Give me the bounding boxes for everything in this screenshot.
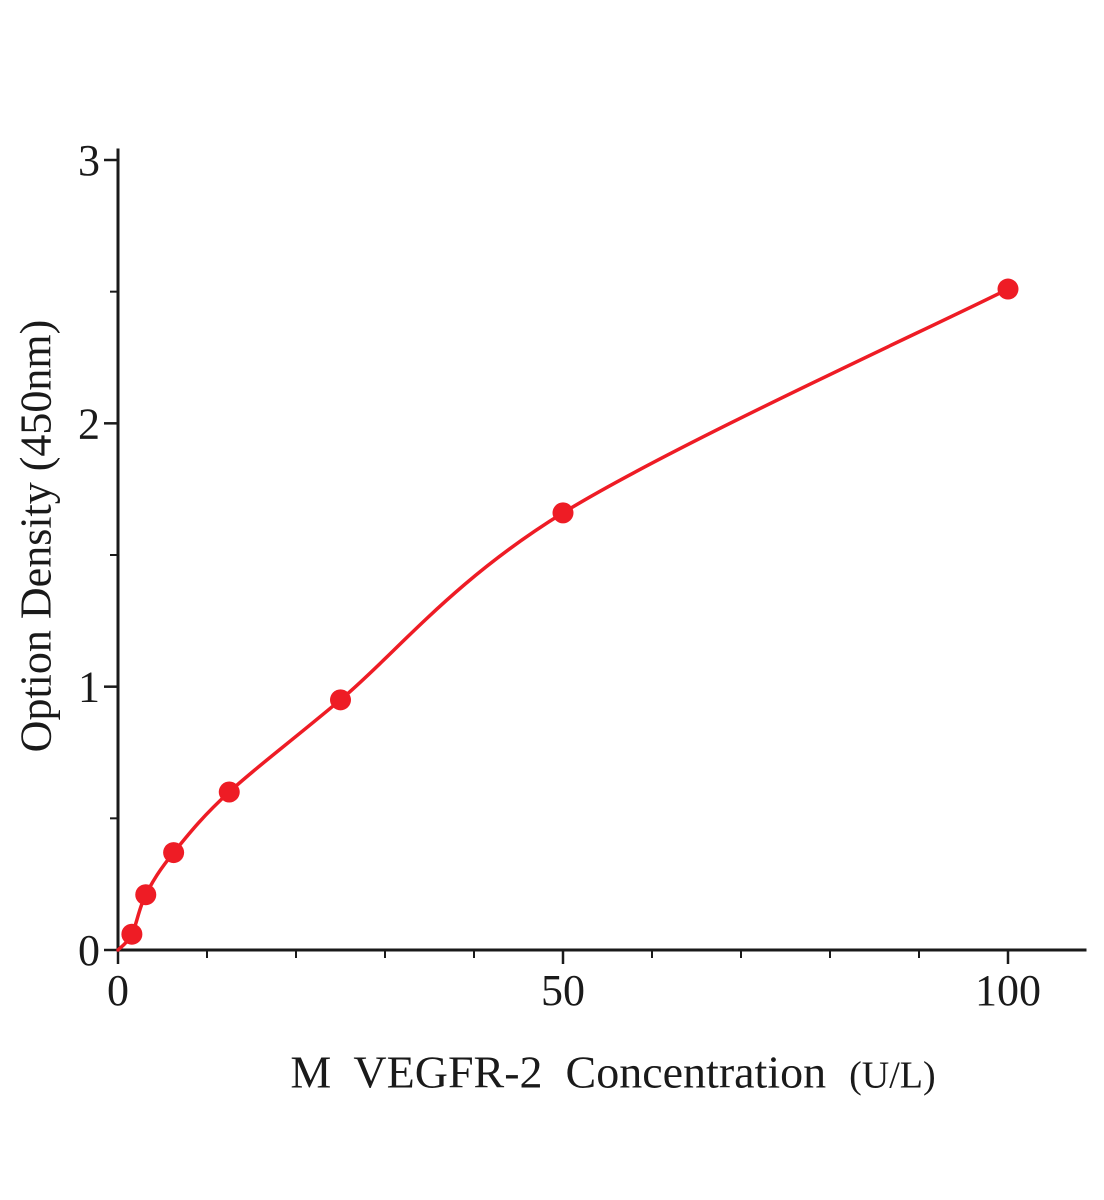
y-tick-label: 3 xyxy=(78,136,100,185)
x-tick-label: 50 xyxy=(541,966,585,1015)
x-tick-label: 0 xyxy=(107,966,129,1015)
x-axis-unit-text: (U/L) xyxy=(849,1054,936,1097)
data-point xyxy=(135,884,157,906)
y-axis-label-text: Option Density (450nm) xyxy=(11,319,61,753)
fitted-curve xyxy=(116,287,1010,952)
x-axis-label-text: M VEGFR-2 Concentration xyxy=(290,1046,827,1098)
x-tick-label: 100 xyxy=(975,966,1041,1015)
x-axis-label: M VEGFR-2 Concentration (U/L) xyxy=(244,993,935,1152)
data-point xyxy=(330,689,351,711)
data-point xyxy=(552,502,574,524)
data-point xyxy=(997,278,1019,300)
y-tick-label: 0 xyxy=(78,926,100,975)
y-tick-label: 1 xyxy=(78,663,100,712)
y-tick-label: 2 xyxy=(78,399,100,448)
data-point xyxy=(218,781,240,803)
x-axis-label-space xyxy=(826,1047,849,1098)
axis-lines xyxy=(116,148,1087,952)
data-point xyxy=(163,842,185,864)
data-point xyxy=(121,923,143,945)
y-axis-label: Option Density (450nm) xyxy=(0,320,113,797)
